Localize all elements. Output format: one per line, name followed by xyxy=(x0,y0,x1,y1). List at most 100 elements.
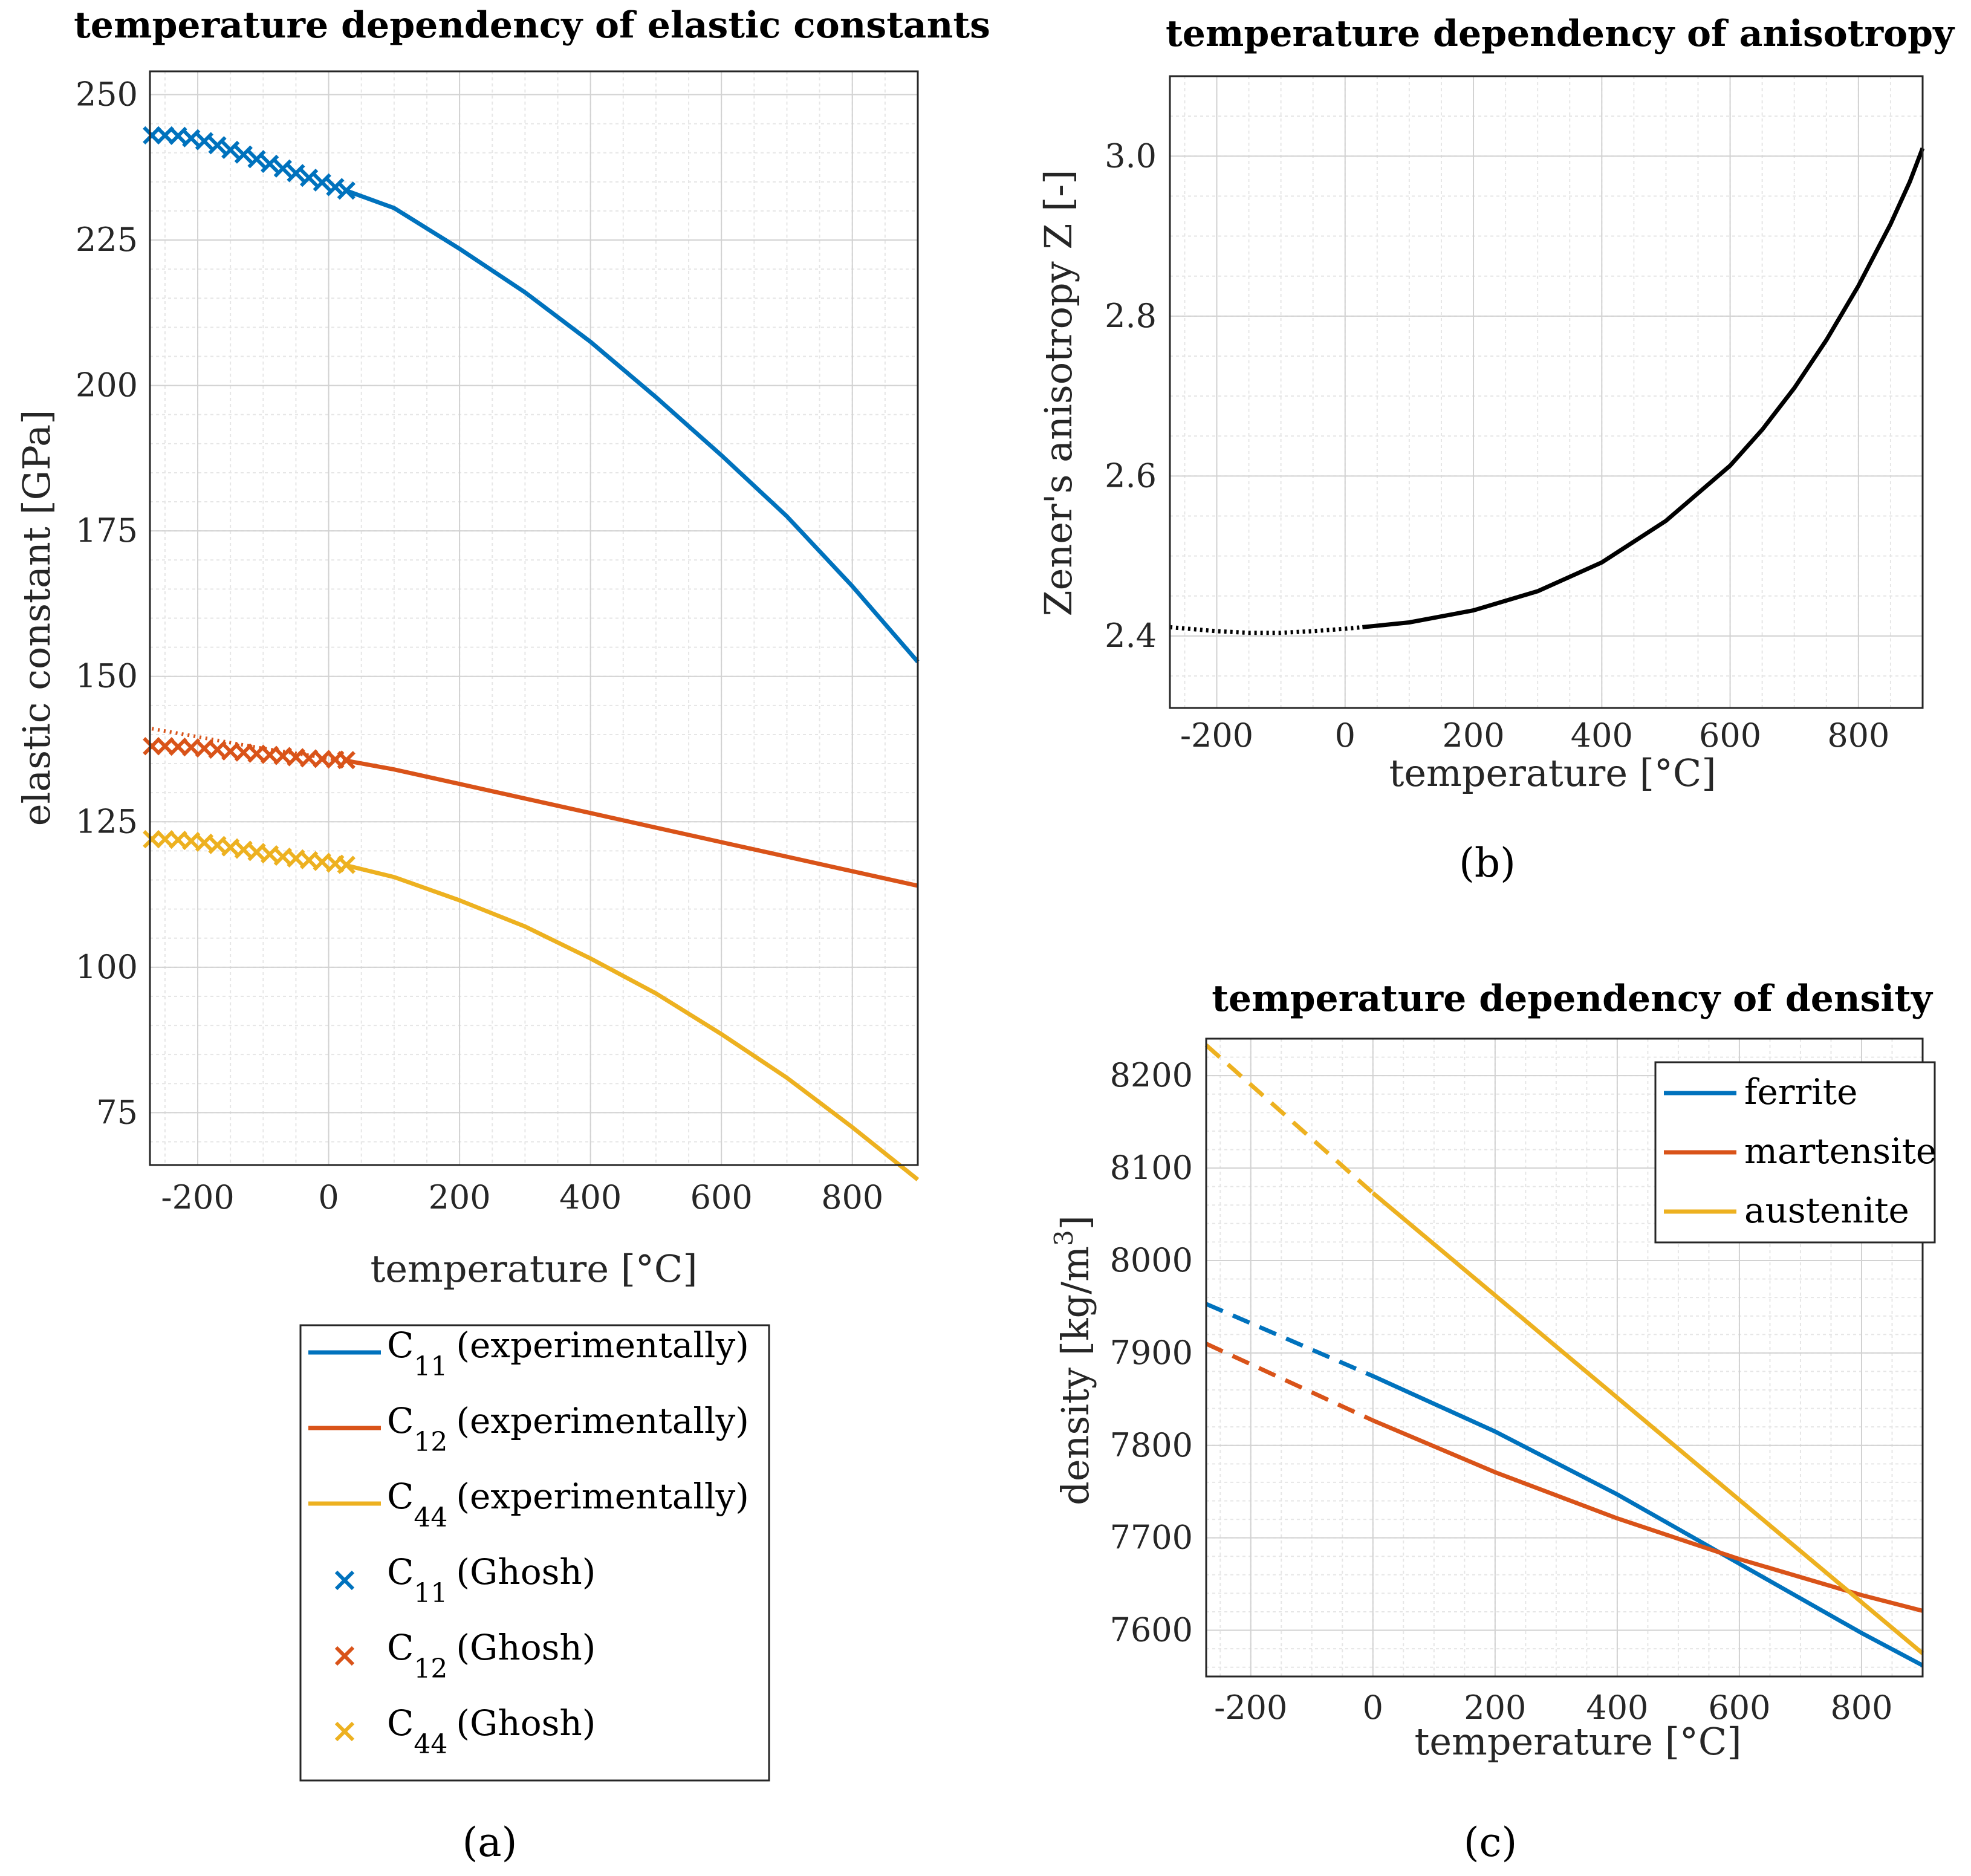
legend-entry-label: C44(experimentally) xyxy=(387,1476,749,1533)
x-tick-label: 600 xyxy=(1708,1689,1770,1727)
density-line-ferrite xyxy=(1372,1374,1924,1667)
marker-c11-ghosh xyxy=(261,154,279,174)
anisotropy-extrapolated-dotted-line xyxy=(1169,625,1363,635)
elastic-series xyxy=(143,126,920,1181)
x-tick-label: 800 xyxy=(1827,716,1889,755)
y-tick-label: 7900 xyxy=(1110,1334,1193,1372)
marker-c11-ghosh xyxy=(247,150,266,169)
x-tick-label: 400 xyxy=(1586,1689,1648,1727)
legend-marker-swatch xyxy=(334,1570,355,1591)
y-tick-label: 2.4 xyxy=(1105,617,1157,655)
y-tick-label: 175 xyxy=(76,511,138,550)
x-tick-label: 600 xyxy=(1699,716,1761,755)
density-extrapolated-dashed-line xyxy=(1204,1043,1375,1195)
marker-c12-ghosh xyxy=(143,737,161,756)
legend-marker-swatch xyxy=(334,1721,355,1742)
elastic-y-tick-labels: 75 100 125 150 175 200 225 250 xyxy=(76,75,138,1131)
legend-entry-label: C44(Ghosh) xyxy=(387,1702,596,1760)
elastic-extrapolated-dotted-line xyxy=(151,727,347,763)
marker-c11-ghosh xyxy=(337,181,356,200)
marker-c44-ghosh xyxy=(143,830,161,849)
series-line-c11 xyxy=(345,189,920,663)
y-tick-label: 125 xyxy=(76,802,138,840)
marker-c11-ghosh xyxy=(143,126,161,144)
x-tick-label: 200 xyxy=(429,1178,491,1216)
elastic-x-tick-labels: -200 0 200 400 600 800 xyxy=(161,1178,883,1216)
x-tick-label: -200 xyxy=(1214,1689,1287,1727)
legend-entry-label: C11(Ghosh) xyxy=(387,1551,596,1609)
x-tick-label: -200 xyxy=(1180,716,1253,755)
chart-anisotropy: temperature dependency of anisotropy -20… xyxy=(1036,13,1955,795)
panel-label-a: (a) xyxy=(463,1819,518,1866)
y-tick-label: 8100 xyxy=(1110,1149,1193,1187)
x-tick-label: 800 xyxy=(1830,1689,1892,1727)
marker-c11-ghosh xyxy=(221,140,240,160)
density-title: temperature dependency of density xyxy=(1212,978,1934,1020)
x-tick-label: 800 xyxy=(821,1178,883,1216)
anisotropy-line xyxy=(1362,147,1925,629)
density-y-axis-label: density [kg/m3] xyxy=(1049,1215,1097,1505)
y-tick-label: 3.0 xyxy=(1105,137,1157,175)
y-tick-label: 250 xyxy=(76,75,138,113)
marker-c11-ghosh xyxy=(234,145,253,164)
marker-c11-ghosh xyxy=(287,164,305,183)
anisotropy-x-axis-label: temperature [°C] xyxy=(1389,751,1716,795)
anisotropy-y-axis-label: Zener's anisotropy Z [-] xyxy=(1036,170,1080,617)
elastic-legend-box xyxy=(299,1324,770,1782)
density-line-austenite xyxy=(1371,1191,1924,1655)
legend-entry-austenite: austenite xyxy=(1744,1190,1909,1231)
legend-entry-martensite: martensite xyxy=(1744,1131,1937,1172)
series-line-c44 xyxy=(345,863,920,1181)
series-line-c12 xyxy=(346,758,918,888)
marker-c11-ghosh xyxy=(326,178,345,196)
elastic-title: temperature dependency of elastic consta… xyxy=(74,4,990,47)
density-extrapolated-dashed-line xyxy=(1205,1302,1374,1378)
chart-elastic: temperature dependency of elastic consta… xyxy=(15,4,990,1782)
y-tick-label: 2.8 xyxy=(1105,297,1157,335)
legend-entry-label: C11(experimentally) xyxy=(387,1325,749,1382)
y-tick-label: 150 xyxy=(76,657,138,695)
y-tick-label: 225 xyxy=(76,221,138,259)
anisotropy-y-tick-labels: 2.4 2.6 2.8 3.0 xyxy=(1105,137,1157,655)
x-tick-label: 200 xyxy=(1464,1689,1526,1727)
elastic-x-axis-label: temperature [°C] xyxy=(370,1247,697,1291)
elastic-plot-frame xyxy=(149,70,919,1166)
y-tick-label: 75 xyxy=(96,1093,138,1131)
marker-c44-ghosh xyxy=(337,855,356,874)
x-tick-label: 0 xyxy=(318,1178,339,1216)
elastic-grid xyxy=(150,71,918,1165)
legend-marker-swatch xyxy=(334,1646,355,1666)
density-extrapolated-dashed-line xyxy=(1205,1342,1374,1423)
x-tick-label: 600 xyxy=(690,1178,753,1216)
density-legend: ferrite martensite austenite xyxy=(1664,1071,1937,1231)
x-tick-label: -200 xyxy=(161,1178,234,1216)
x-tick-label: 400 xyxy=(559,1178,622,1216)
x-tick-label: 400 xyxy=(1571,716,1633,755)
marker-c11-ghosh xyxy=(299,168,319,187)
anisotropy-grid xyxy=(1170,76,1923,708)
marker-c11-ghosh xyxy=(273,159,292,178)
anisotropy-title: temperature dependency of anisotropy xyxy=(1166,13,1955,55)
density-line-martensite xyxy=(1372,1418,1923,1613)
x-tick-label: 0 xyxy=(1363,1689,1383,1727)
elastic-y-axis-label: elastic constant [GPa] xyxy=(15,410,59,826)
anisotropy-series xyxy=(1169,147,1925,635)
chart-density: temperature dependency of density -200 0 2… xyxy=(1049,978,1937,1764)
marker-c11-ghosh xyxy=(182,129,201,148)
y-tick-label: 7800 xyxy=(1110,1426,1193,1464)
y-tick-label: 100 xyxy=(76,948,138,986)
y-tick-label: 200 xyxy=(76,366,138,404)
density-plot-frame xyxy=(1205,1037,1924,1678)
density-y-tick-labels: 7600 7700 7800 7900 8000 8100 8200 xyxy=(1110,1056,1193,1649)
y-tick-label: 7600 xyxy=(1110,1611,1193,1649)
panel-label-c: (c) xyxy=(1464,1819,1517,1866)
legend-entry-label: C12(Ghosh) xyxy=(387,1627,596,1684)
density-x-tick-labels: -200 0 200 400 600 800 xyxy=(1214,1689,1892,1727)
panel-label-b: (b) xyxy=(1459,840,1516,886)
marker-c11-ghosh xyxy=(195,132,213,151)
anisotropy-x-tick-labels: -200 0 200 400 600 800 xyxy=(1180,716,1890,755)
marker-c11-ghosh xyxy=(313,173,331,192)
elastic-legend: C11(experimentally) C12(experimentally) C4… xyxy=(308,1325,749,1760)
y-tick-label: 7700 xyxy=(1110,1519,1193,1557)
